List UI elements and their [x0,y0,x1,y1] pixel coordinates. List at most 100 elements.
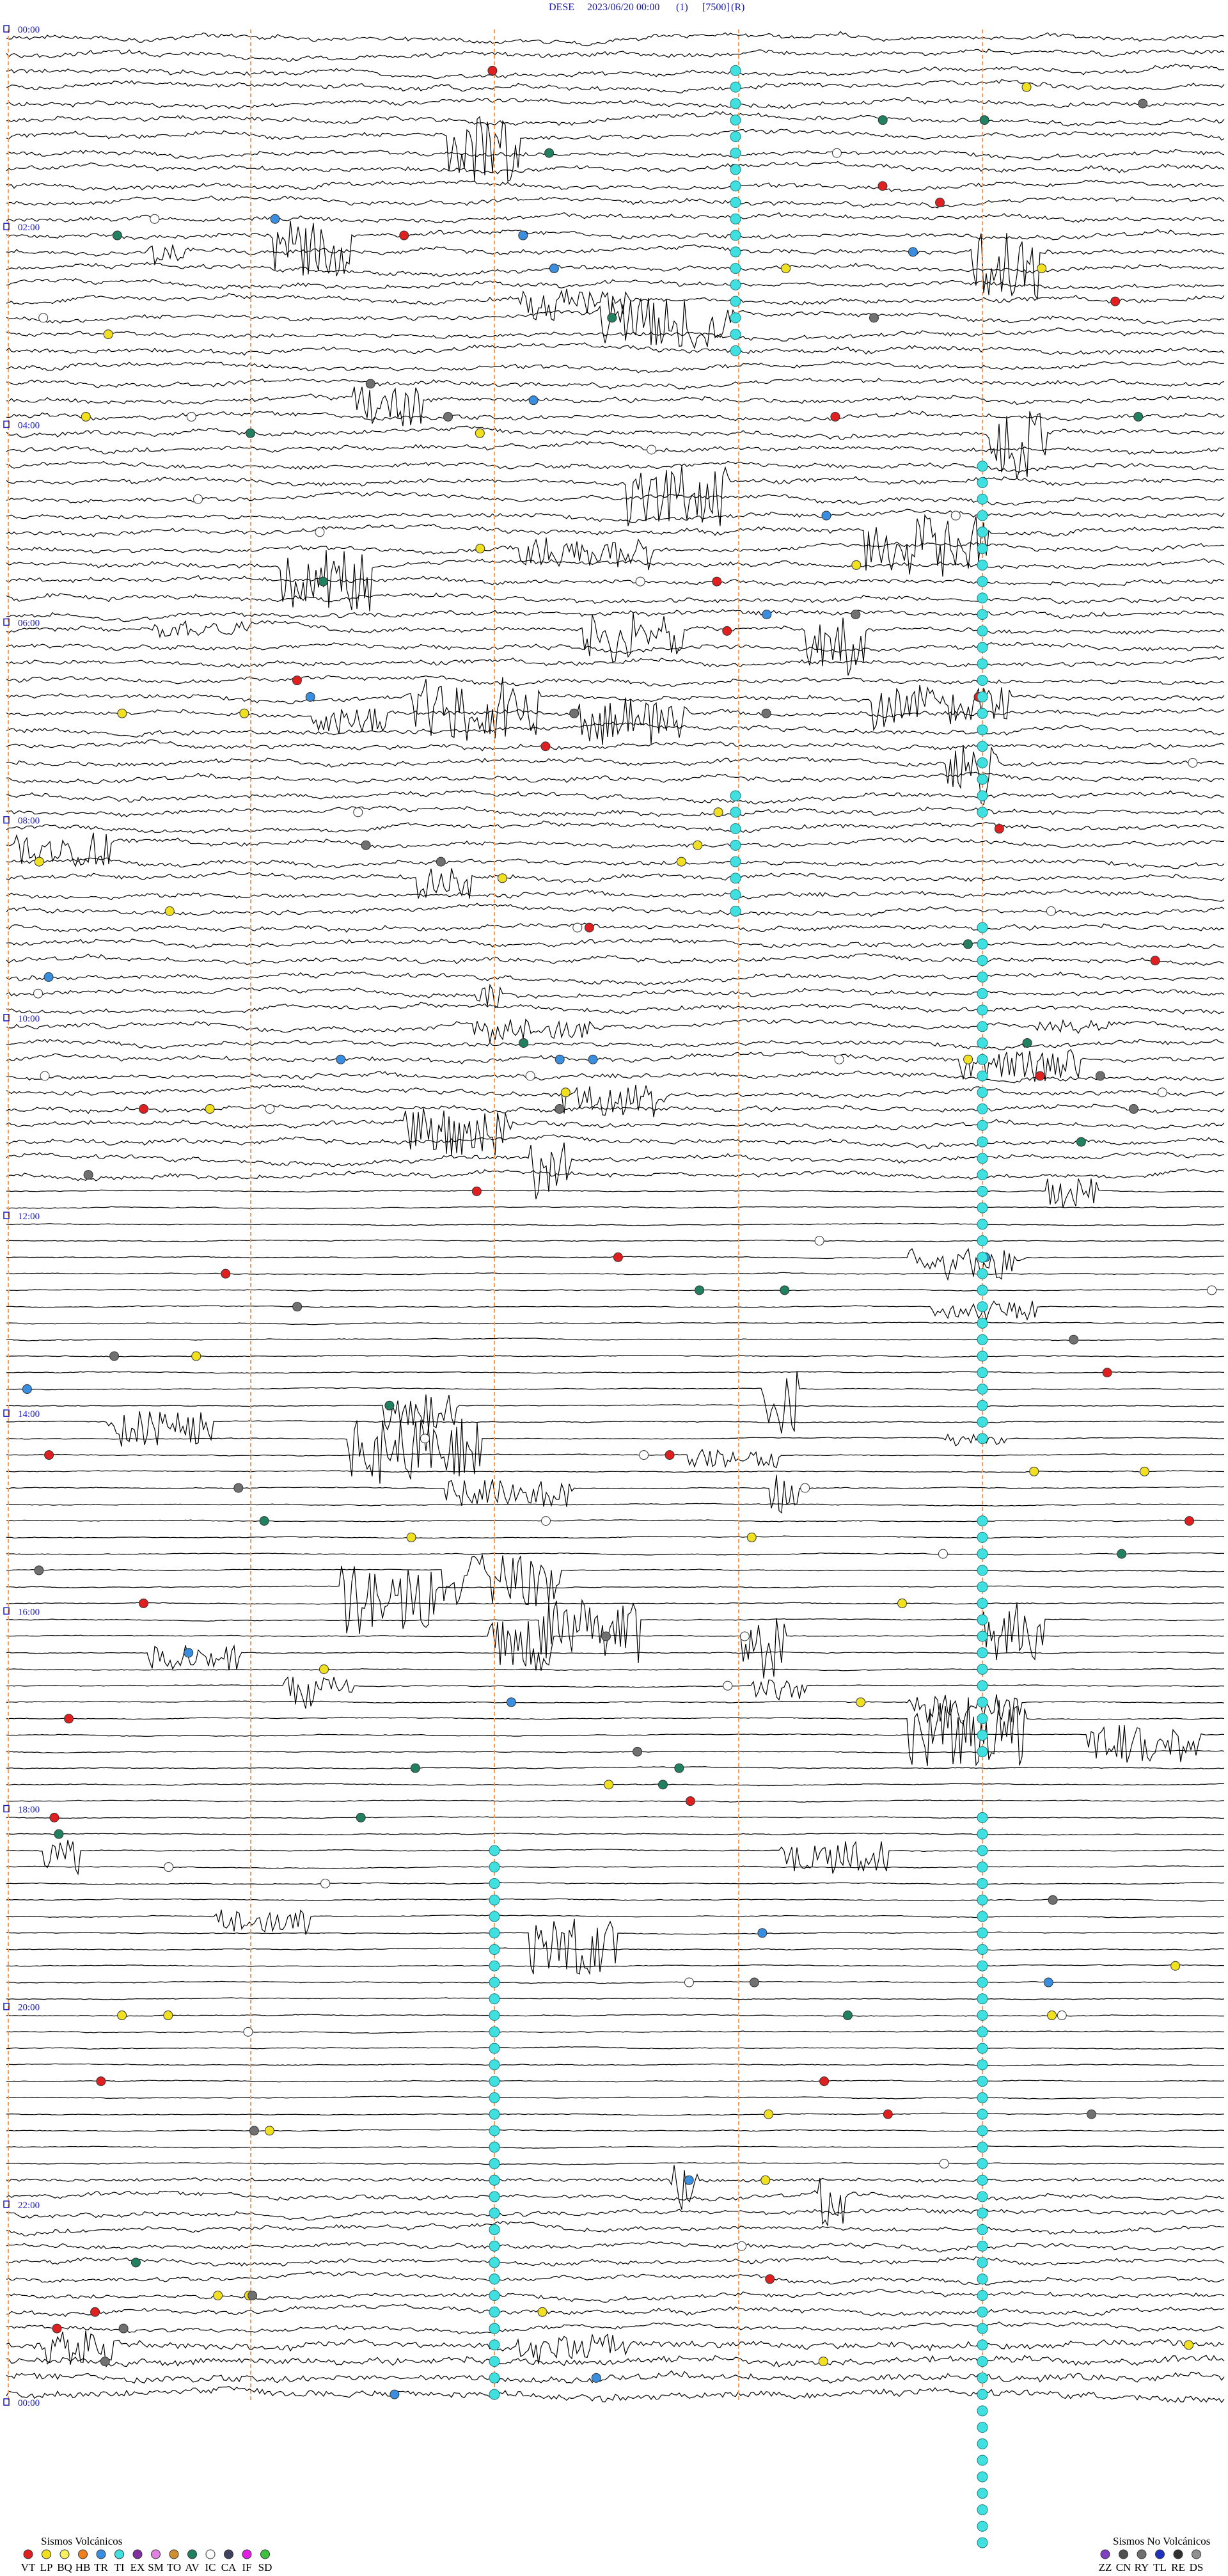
event-marker [730,130,741,142]
event-marker [977,1647,988,1659]
time-label: 00:00 [18,25,40,35]
event-marker [977,1169,988,1181]
event-marker [320,1878,331,1888]
event-marker [730,115,741,126]
trace [6,1049,1225,1082]
event-marker [977,971,988,983]
event-marker [830,411,840,422]
trace [6,592,1225,604]
event-marker [800,1483,810,1493]
event-marker [130,2257,141,2268]
event-marker [977,1631,988,1642]
event-marker [601,1631,611,1641]
event-marker [977,2323,988,2334]
event-marker [635,576,645,587]
legend-label: RY [1135,2561,1149,2573]
event-marker [869,313,879,323]
event-marker [695,1285,705,1295]
trace [6,2145,1225,2149]
event-marker [489,2010,500,2021]
event-marker [977,1004,988,1016]
labels: DESE 2023/06/20 00:00 (1) [7500] (R) Sis… [3,2,1210,2547]
event-marker [1150,956,1160,966]
event-marker [384,1400,395,1410]
event-marker [489,1845,500,1856]
event-marker [977,1581,988,1593]
trace [6,410,1225,422]
time-mark [3,1014,10,1022]
event-marker [43,972,54,982]
event-marker [977,938,988,950]
event-marker [100,2357,110,2367]
trace [6,2208,1225,2221]
event-marker [818,2357,828,2367]
event-marker [489,2257,500,2268]
event-marker [239,708,249,718]
event-marker [977,1565,988,1576]
event-marker [977,510,988,521]
event-marker [977,658,988,670]
event-marker [693,840,703,850]
legend-marker [23,2549,33,2559]
event-marker [1057,2011,1067,2021]
event-marker [591,2373,601,2383]
trace [6,1134,1225,1149]
trace [6,1018,1225,1043]
event-marker [834,1054,844,1064]
time-mark [3,2398,10,2406]
trace [6,550,1225,612]
event-marker [977,2010,988,2021]
event-marker [977,790,988,802]
event-marker [977,2273,988,2285]
event-marker [540,741,551,752]
trace [6,1599,1225,1664]
event-marker [977,2405,988,2417]
trace [6,983,1225,1009]
event-marker [977,461,988,472]
event-marker [977,1334,988,1345]
event-marker [406,1532,416,1542]
time-mark [3,223,10,230]
event-marker [525,1071,535,1081]
event-marker [977,2504,988,2515]
event-marker [977,2356,988,2367]
event-marker [977,1877,988,1889]
trace [6,262,1225,278]
trace [6,514,1225,577]
event-marker [979,115,989,125]
event-marker [489,2026,500,2037]
trace [6,2112,1225,2116]
event-marker [489,2208,500,2219]
legend-marker [205,2549,216,2559]
legend-label: IF [242,2561,251,2573]
trace [6,609,1225,622]
trace [6,233,1225,301]
event-marker [730,230,741,241]
event-marker [528,395,539,406]
event-marker [103,329,113,340]
event-marker [977,1515,988,1527]
event-marker [246,428,256,438]
event-marker [977,707,988,719]
event-marker [292,1302,303,1312]
trace [6,2355,1225,2367]
event-marker [977,576,988,587]
event-marker [730,889,741,901]
trace [6,1206,1225,1210]
trace [6,1371,1225,1434]
event-marker [487,65,498,75]
event-marker [657,1780,668,1790]
channel: (1) [676,2,688,13]
trace [6,820,1225,834]
event-marker [730,246,741,258]
event-marker [541,1516,551,1526]
legend-marker [151,2549,161,2559]
trace [6,2321,1225,2335]
event-marker [897,1598,908,1608]
event-marker [977,642,988,653]
event-marker [163,2011,173,2021]
trace [6,574,1225,587]
event-marker [977,1828,988,1840]
time-label: 10:00 [18,1014,40,1024]
event-marker [977,543,988,555]
